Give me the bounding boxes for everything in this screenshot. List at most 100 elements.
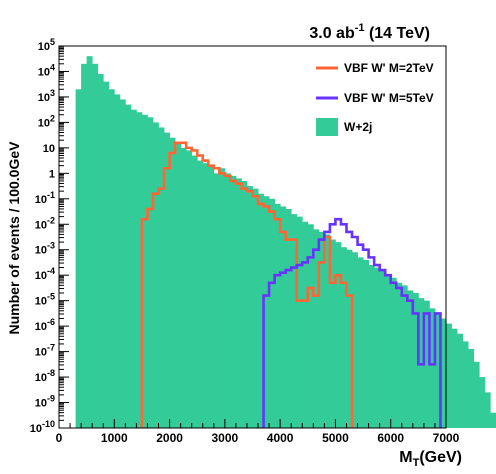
- w2j-bar: [324, 234, 331, 428]
- y-tick-label: 10-8: [35, 368, 55, 384]
- y-tick-label: 10: [43, 143, 55, 155]
- w2j-bar: [340, 247, 347, 428]
- y-tick-label: 10-10: [30, 419, 55, 435]
- w2j-bar: [346, 249, 353, 428]
- w2j-bar: [296, 216, 303, 428]
- x-axis: 0 1000 2000 3000 4000 5000 6000 7000: [56, 419, 460, 445]
- x-tick-label: 6000: [377, 431, 404, 445]
- w2j-bar: [108, 89, 115, 428]
- w2j-bar: [208, 165, 215, 428]
- w2j-bar: [186, 150, 193, 428]
- y-tick-label: 105: [38, 37, 55, 53]
- w2j-bar: [258, 193, 264, 428]
- w2j-bar: [152, 122, 159, 429]
- x-axis-label-subscript: T: [413, 457, 420, 469]
- w2j-bar: [241, 180, 248, 428]
- chart-title-superscript: -1: [355, 22, 365, 34]
- w2j-bar: [125, 104, 132, 428]
- plot-frame: [58, 45, 447, 429]
- w2j-bar: [423, 300, 430, 428]
- w2j-bar: [97, 74, 104, 428]
- w2j-bar: [92, 63, 99, 429]
- x-axis-label: MT(GeV): [399, 449, 462, 469]
- plot-area: 0 1000 2000 3000 4000 5000 6000 7000 10-1010-91…: [30, 37, 496, 445]
- legend: VBF W' M=2TeV VBF W' M=5TeV W+2j: [316, 61, 434, 136]
- w2j-bar: [407, 290, 414, 428]
- w2j-bar: [335, 242, 342, 428]
- w2j-bar: [329, 239, 336, 428]
- x-tick-label: 2000: [156, 431, 183, 445]
- y-tick-label: 10-2: [35, 215, 55, 231]
- w2j-bar: [368, 265, 375, 428]
- w2j-bar: [302, 221, 309, 428]
- y-tick-label: 103: [38, 88, 55, 104]
- w2j-bar: [230, 175, 237, 428]
- legend-label-vbf-2tev: VBF W' M=2TeV: [344, 61, 434, 75]
- w2j-bar: [412, 293, 419, 428]
- x-tick-label: 1000: [101, 431, 128, 445]
- w2j-bar: [197, 160, 204, 428]
- w2j-bar: [202, 163, 209, 428]
- w2j-bar: [130, 109, 137, 429]
- signal-histograms: [140, 141, 442, 428]
- w2j-bar: [291, 214, 298, 428]
- w2j-bar: [484, 392, 491, 428]
- x-tick-label: 3000: [212, 431, 239, 445]
- y-tick-label: 10-9: [35, 394, 55, 410]
- w2j-bar: [164, 132, 170, 428]
- w2j-bar: [136, 112, 143, 429]
- vbf_2tev-line: [140, 141, 354, 428]
- w2j-bar: [103, 81, 110, 429]
- x-axis-label-tail: (GeV): [419, 449, 462, 466]
- w2j-bar: [81, 63, 88, 429]
- w2j-bar: [457, 333, 463, 428]
- chart-title: 3.0 ab-1 (14 TeV): [309, 22, 430, 42]
- vbf_5tev-line: [262, 217, 442, 428]
- w2j-bar: [440, 318, 447, 428]
- w2j-bar: [235, 178, 242, 428]
- w2j-bar: [374, 267, 381, 428]
- w2j-bar: [219, 168, 226, 429]
- w2j-bar: [379, 270, 386, 428]
- w2j-bar: [446, 323, 452, 428]
- w2j-bar: [468, 349, 475, 428]
- y-tick-label: 10-6: [35, 317, 55, 333]
- w2j-bar: [75, 89, 82, 428]
- y-tick-label: 104: [38, 62, 55, 78]
- legend-label-vbf-5tev: VBF W' M=5TeV: [344, 91, 434, 105]
- w2j-bar: [280, 206, 287, 428]
- w2j-bar: [313, 229, 320, 428]
- w2j-bar: [462, 341, 469, 428]
- w2j-bar: [141, 114, 148, 428]
- w2j-bar: [451, 328, 458, 428]
- w2j-bar: [86, 56, 93, 428]
- w2j-bar: [352, 252, 358, 428]
- w2j-bar: [429, 308, 436, 428]
- w2j-bar: [357, 257, 364, 428]
- w2j-bar: [191, 155, 198, 429]
- w2j-bar: [363, 259, 369, 428]
- w2j-bar: [318, 231, 325, 428]
- w2j-bar: [285, 208, 292, 428]
- w2j-bar: [479, 377, 486, 428]
- w2j-bar: [213, 173, 220, 428]
- y-axis: 10-10 10-9 10-8 10-7 10-6 10-5 10-4 10-3 10-2 10-…: [30, 37, 69, 435]
- w2j-bar: [396, 282, 403, 428]
- w2j-bar: [490, 412, 496, 428]
- w2j-bar: [169, 137, 176, 428]
- legend-label-w2j: W+2j: [344, 120, 372, 134]
- w2j-bar: [175, 142, 182, 429]
- w2j-bar: [147, 117, 154, 428]
- w2j-bar: [114, 94, 121, 429]
- w2j-bar: [473, 361, 480, 428]
- w2j-histogram: [75, 56, 496, 429]
- w2j-bar: [246, 186, 253, 428]
- w2j-bar: [434, 313, 441, 428]
- x-tick-label: 5000: [322, 431, 349, 445]
- w2j-bar: [180, 147, 187, 428]
- legend-swatch-w2j: [316, 118, 338, 136]
- x-tick-label: 0: [56, 431, 63, 445]
- w2j-bar: [119, 99, 126, 428]
- w2j-bar: [390, 277, 397, 428]
